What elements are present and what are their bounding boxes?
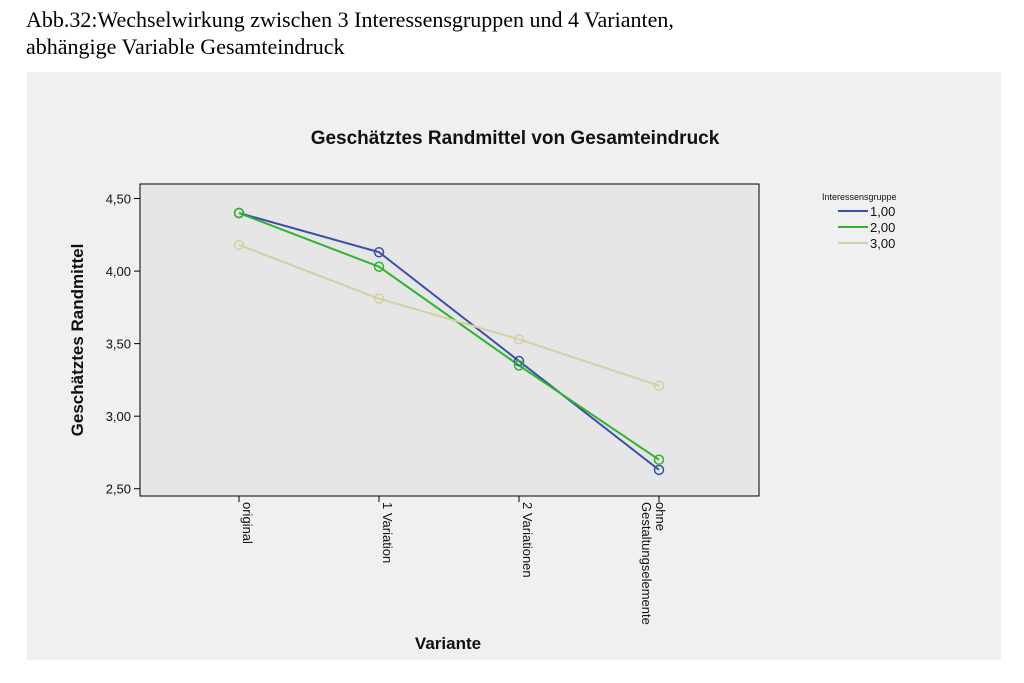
series-line-1 [238,212,660,471]
y-tick-label: 3,00 [106,409,131,424]
data-point [233,239,245,251]
legend-title: Interessensgruppe [822,192,897,202]
data-point [373,293,385,304]
legend-label: 1,00 [870,204,895,219]
x-tick-label: ohneGestaltungselemente [639,502,668,625]
legend-label: 2,00 [870,220,895,235]
data-point [233,207,245,219]
legend-label: 3,00 [870,236,895,251]
y-tick-label: 3,50 [106,337,131,352]
x-tick-label: 2 Variationen [520,502,535,578]
data-point [653,464,665,476]
caption-line-2: abhängige Variable Gesamteindruck [26,34,345,59]
series-line-3 [238,244,660,387]
y-tick-label: 4,00 [106,264,131,279]
series-layer [233,207,665,476]
y-axis: 2,50 3,00 3,50 4,00 4,50 [106,192,140,497]
data-point [653,380,665,391]
data-point [513,334,525,345]
caption-line-1: Abb.32:Wechselwirkung zwischen 3 Interes… [26,7,674,32]
data-point [653,454,665,465]
plot-area [139,183,760,497]
data-point [513,360,525,371]
chart-title: Geschätztes Randmittel von Gesamteindruc… [311,128,720,149]
data-point [373,261,385,272]
y-axis-label: Geschätztes Randmittel [68,244,87,437]
series-line-2 [238,212,660,461]
x-tick-label: 1 Variation [380,502,395,563]
data-point [373,246,385,258]
y-tick-label: 4,50 [106,192,131,207]
x-axis: original 1 Variation 2 Variationen ohneGest… [238,496,668,625]
figure-caption: Abb.32:Wechselwirkung zwischen 3 Interes… [26,6,674,60]
x-tick-label: original [240,502,255,544]
data-point [513,355,525,367]
legend: Interessensgruppe 1,002,003,00 [822,192,897,251]
x-axis-label: Variante [415,634,481,653]
y-tick-label: 2,50 [106,482,131,497]
